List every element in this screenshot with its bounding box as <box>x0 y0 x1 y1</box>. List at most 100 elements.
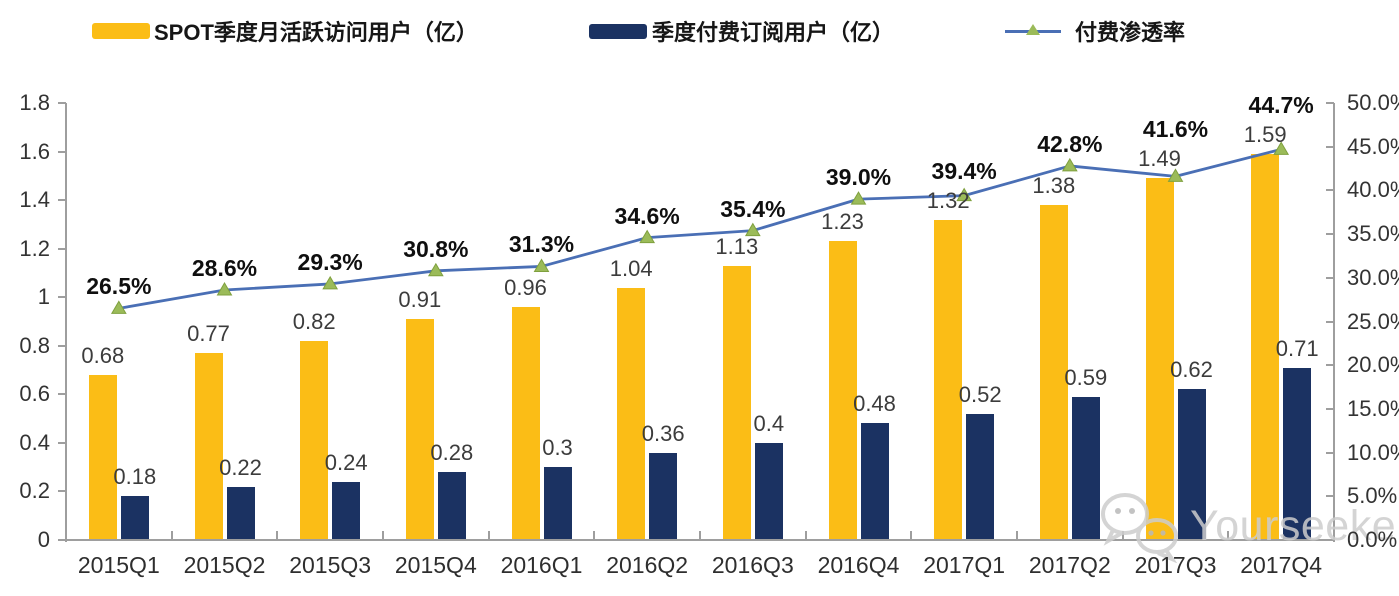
y-right-tick <box>1326 102 1334 104</box>
penetration-marker <box>110 300 127 314</box>
legend-label-penetration: 付费渗透率 <box>1075 20 1186 45</box>
penetration-label: 34.6% <box>614 202 680 229</box>
x-axis-label: 2015Q3 <box>289 552 372 578</box>
y-left-tick <box>58 441 66 444</box>
y-left-tick-label: 1.8 <box>19 90 50 115</box>
penetration-label: 39.4% <box>931 157 997 184</box>
x-axis-tick <box>1227 531 1230 540</box>
y-right-tick-label: 25.0% <box>1347 308 1399 334</box>
y-right-tick-label: 10.0% <box>1347 439 1399 465</box>
subs-value-label: 0.28 <box>430 440 474 466</box>
x-axis-label: 2017Q3 <box>1134 552 1217 578</box>
mau-value-label: 0.82 <box>292 308 336 334</box>
penetration-label: 39.0% <box>825 164 892 191</box>
legend-swatch-mau <box>92 23 150 39</box>
subs-value-label: 0.4 <box>753 410 785 436</box>
y-right-tick-label: 45.0% <box>1347 133 1399 159</box>
subs-bar <box>120 496 149 540</box>
penetration-label: 31.3% <box>508 231 575 258</box>
y-right-tick <box>1326 145 1334 148</box>
x-axis <box>65 539 1335 541</box>
y-left-tick <box>58 490 66 493</box>
subs-value-label: 0.18 <box>113 464 157 490</box>
x-axis-tick <box>170 531 173 540</box>
y-right-tick <box>1326 233 1334 236</box>
x-axis-label: 2016Q3 <box>711 552 794 578</box>
x-axis-tick <box>804 531 807 540</box>
subs-value-label: 0.62 <box>1170 357 1213 383</box>
y-left-tick <box>58 247 66 250</box>
penetration-marker <box>322 275 339 290</box>
watermark: Yourseeker <box>1098 489 1399 563</box>
penetration-label: 26.5% <box>86 273 152 300</box>
x-axis-tick <box>276 531 279 540</box>
y-right-tick <box>1326 495 1334 498</box>
mau-value-label: 0.77 <box>187 321 230 347</box>
mau-value-label: 1.04 <box>609 255 653 281</box>
y-left-tick <box>58 344 66 347</box>
y-right-tick <box>1326 276 1334 279</box>
mau-bar <box>722 265 751 540</box>
y-right-tick-label: 5.0% <box>1347 483 1398 509</box>
subs-value-label: 0.48 <box>853 391 896 417</box>
y-left-tick <box>58 199 66 202</box>
subs-bar <box>966 413 995 540</box>
y-left-tick-label: 1.6 <box>19 138 50 164</box>
y-right-tick-label: 50.0% <box>1347 90 1399 115</box>
x-axis-tick <box>487 531 490 540</box>
mau-value-label: 1.13 <box>715 233 759 259</box>
y-right-tick <box>1326 539 1334 541</box>
mau-bar <box>88 374 117 540</box>
penetration-label: 35.4% <box>720 195 786 222</box>
mau-bar <box>405 319 434 540</box>
subs-value-label: 0.3 <box>542 435 573 461</box>
x-axis-tick <box>1121 531 1124 540</box>
y-right-tick-label: 40.0% <box>1347 177 1399 203</box>
y-left-tick <box>58 102 66 104</box>
y-left-tick-label: 0.6 <box>19 381 50 407</box>
y-left-tick-label: 0 <box>37 527 50 552</box>
x-axis-label: 2015Q1 <box>77 552 160 578</box>
mau-value-label: 1.59 <box>1243 121 1287 147</box>
y-left-tick-label: 1 <box>37 284 50 310</box>
penetration-label: 44.7% <box>1248 91 1314 118</box>
x-axis-tick <box>910 531 913 540</box>
legend-label-mau: SPOT季度月活跃访问用户（亿） <box>154 20 478 45</box>
mau-bar <box>300 340 329 540</box>
y-left-tick-label: 1.2 <box>19 235 50 261</box>
legend-item-penetration: 付费渗透率 <box>1005 15 1185 47</box>
subs-bar <box>649 452 678 540</box>
subs-value-label: 0.52 <box>958 381 1002 407</box>
mau-value-label: 0.68 <box>81 342 125 368</box>
penetration-label: 28.6% <box>191 255 258 282</box>
x-axis-tick <box>699 531 701 540</box>
y-axis-left <box>65 103 67 542</box>
legend-line-marker <box>1005 22 1061 40</box>
x-axis-tick <box>382 531 384 540</box>
subs-bar <box>332 481 361 540</box>
subs-bar <box>1071 396 1100 540</box>
subs-bar <box>226 486 255 540</box>
y-left-tick-label: 1.4 <box>19 187 50 213</box>
x-axis-label: 2015Q4 <box>394 552 477 578</box>
subs-value-label: 0.71 <box>1275 335 1319 361</box>
mau-bar <box>194 353 223 540</box>
mau-value-label: 1.38 <box>1032 172 1076 198</box>
y-left-tick-label: 0.8 <box>19 332 50 358</box>
subs-bar <box>1283 367 1312 540</box>
y-left-tick <box>58 539 66 541</box>
y-right-tick <box>1326 407 1334 410</box>
penetration-marker <box>850 191 867 205</box>
penetration-label: 30.8% <box>403 235 469 262</box>
penetration-marker <box>427 262 444 277</box>
mau-bar <box>934 219 963 540</box>
x-axis-label: 2016Q2 <box>606 552 689 578</box>
mau-value-label: 0.96 <box>504 274 547 300</box>
y-left-tick <box>58 296 66 299</box>
subs-bar <box>437 472 466 540</box>
y-right-tick-label: 35.0% <box>1347 221 1399 247</box>
subs-value-label: 0.24 <box>324 449 368 475</box>
y-left-tick <box>58 393 66 396</box>
y-left-tick <box>58 150 66 153</box>
penetration-label: 42.8% <box>1037 130 1103 157</box>
